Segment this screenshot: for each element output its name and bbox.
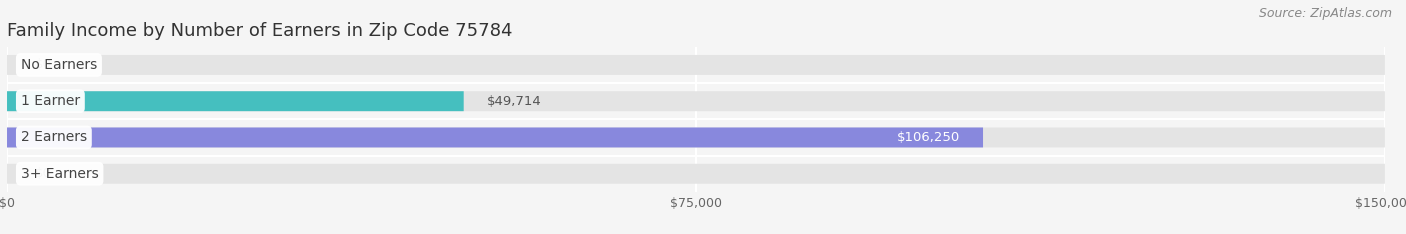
Text: Family Income by Number of Earners in Zip Code 75784: Family Income by Number of Earners in Zi… [7,22,513,40]
Text: Source: ZipAtlas.com: Source: ZipAtlas.com [1258,7,1392,20]
Text: No Earners: No Earners [21,58,97,72]
Bar [7,55,1385,75]
Text: 3+ Earners: 3+ Earners [21,167,98,181]
Text: 1 Earner: 1 Earner [21,94,80,108]
Text: $106,250: $106,250 [897,131,960,144]
Text: $0: $0 [35,167,52,180]
FancyBboxPatch shape [7,128,983,147]
Bar [7,128,983,147]
FancyBboxPatch shape [7,55,1385,75]
Bar [7,128,1385,147]
FancyBboxPatch shape [7,91,1385,111]
Text: $0: $0 [35,58,52,71]
FancyBboxPatch shape [7,164,1385,184]
Bar [7,164,1385,184]
FancyBboxPatch shape [7,91,464,111]
FancyBboxPatch shape [7,128,1385,147]
Bar [7,91,1385,111]
Text: $49,714: $49,714 [486,95,541,108]
Text: 2 Earners: 2 Earners [21,131,87,144]
Bar [7,91,464,111]
